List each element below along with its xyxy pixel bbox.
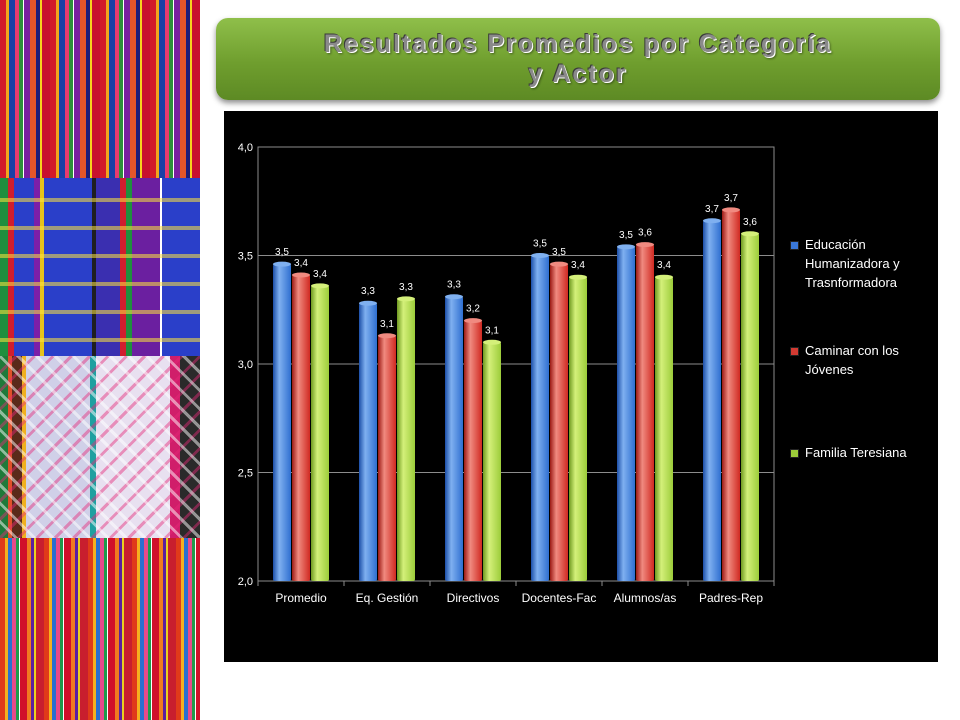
x-tick-label: Promedio: [275, 591, 327, 605]
data-label: 3,5: [552, 247, 566, 258]
bar-top: [378, 333, 396, 339]
data-label: 3,6: [743, 217, 757, 228]
bar: [741, 233, 759, 582]
x-tick-label: Directivos: [447, 591, 500, 605]
y-tick-label: 2,0: [238, 576, 253, 588]
bar: [397, 298, 415, 581]
data-label: 3,3: [361, 286, 375, 297]
legend-swatch-3: [790, 449, 799, 458]
data-label: 3,2: [466, 304, 480, 315]
bar: [378, 335, 396, 581]
data-label: 3,1: [485, 325, 499, 336]
bar: [550, 264, 568, 581]
data-label: 3,5: [619, 230, 633, 241]
bar: [722, 209, 740, 581]
bar: [483, 342, 501, 581]
bar-top: [292, 272, 310, 278]
y-tick-label: 4,0: [238, 142, 253, 154]
bar: [292, 275, 310, 581]
bar: [636, 244, 654, 581]
legend-item-1: Educación Humanizadora y Trasnformadora: [790, 235, 930, 292]
bar: [359, 303, 377, 581]
bar-top: [359, 300, 377, 306]
bar: [464, 320, 482, 581]
data-label: 3,5: [533, 239, 547, 250]
bar: [569, 277, 587, 581]
data-label: 3,5: [275, 247, 289, 258]
bar-top: [550, 261, 568, 267]
textile-image-1: [0, 0, 200, 178]
bar: [273, 264, 291, 581]
x-tick-label: Eq. Gestión: [356, 591, 419, 605]
bar: [655, 277, 673, 581]
bar-top: [397, 296, 415, 302]
data-label: 3,3: [399, 282, 413, 293]
bar-top: [741, 231, 759, 237]
data-label: 3,7: [724, 193, 738, 204]
y-tick-label: 2,5: [238, 468, 253, 480]
data-label: 3,1: [380, 319, 394, 330]
bar-top: [483, 339, 501, 345]
legend-swatch-1: [790, 241, 799, 250]
data-label: 3,4: [294, 258, 308, 269]
x-tick-label: Docentes-Fac: [522, 591, 597, 605]
bar-top: [311, 283, 329, 289]
data-label: 3,3: [447, 280, 461, 291]
y-tick-label: 3,5: [238, 251, 253, 263]
textile-image-strip: [0, 0, 200, 720]
bar-top: [445, 294, 463, 300]
bar-top: [636, 242, 654, 248]
bar: [531, 255, 549, 581]
bar: [703, 220, 721, 581]
legend-label-1: Educación Humanizadora y Trasnformadora: [805, 237, 900, 290]
data-label: 3,4: [313, 269, 327, 280]
bar-top: [464, 318, 482, 324]
data-label: 3,4: [571, 260, 585, 271]
bar-top: [617, 244, 635, 250]
bar-top: [722, 207, 740, 213]
title-banner: Resultados Promedios por Categoría y Act…: [216, 18, 940, 100]
data-label: 3,7: [705, 204, 719, 215]
bar-top: [703, 218, 721, 224]
bar: [445, 296, 463, 581]
bar-top: [273, 261, 291, 267]
x-tick-label: Alumnos/as: [614, 591, 677, 605]
bar: [311, 285, 329, 581]
legend-item-2: Caminar con los Jóvenes: [790, 341, 930, 379]
legend-label-2: Caminar con los Jóvenes: [805, 343, 899, 377]
x-tick-label: Padres-Rep: [699, 591, 763, 605]
bar: [617, 246, 635, 581]
data-label: 3,6: [638, 228, 652, 239]
bar-chart: 2,0 2,5 3,0 3,5 4,0 3,5 3,4 3,4 Promedio 3,3 3,1 3,…: [224, 111, 938, 662]
slide-title-line1: Resultados Promedios por Categoría: [323, 30, 833, 58]
data-label: 3,4: [657, 260, 671, 271]
textile-image-4: [0, 538, 200, 720]
bar-top: [655, 274, 673, 280]
textile-image-2: [0, 178, 200, 356]
slide-title-line2: y Actor: [528, 60, 628, 88]
chart-plot-svg: 2,0 2,5 3,0 3,5 4,0 3,5 3,4 3,4 Promedio 3,3 3,1 3,…: [238, 142, 775, 605]
bar-top: [531, 253, 549, 258]
legend-swatch-2: [790, 347, 799, 356]
bar-top: [569, 274, 587, 280]
y-tick-label: 3,0: [238, 359, 253, 371]
textile-image-3: [0, 356, 200, 538]
legend-item-3: Familia Teresiana: [790, 443, 930, 462]
legend-label-3: Familia Teresiana: [805, 445, 907, 460]
